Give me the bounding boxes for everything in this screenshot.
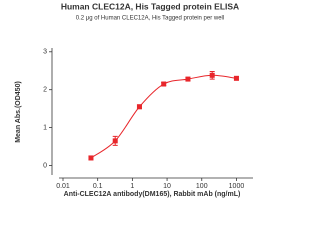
x-tick-label: 0.1: [93, 183, 103, 190]
chart: Human CLEC12A, His Tagged protein ELISA …: [15, 1, 253, 198]
data-point: [233, 75, 239, 81]
y-tick-label: 1: [43, 124, 47, 131]
y-tick-label: 0: [43, 162, 47, 169]
y-tick-label: 3: [43, 49, 47, 56]
y-axis-label: Mean Abs.(OD450): [15, 81, 22, 143]
data-point: [185, 76, 191, 82]
x-tick-label: 0.01: [56, 183, 70, 190]
x-tick-label: 100: [196, 183, 208, 190]
x-tick-label: 1000: [229, 183, 245, 190]
data-point: [209, 72, 215, 78]
data-point: [88, 155, 94, 161]
data-point: [161, 81, 167, 87]
chart-subtitle: 0.2 μg of Human CLEC12A, His Tagged prot…: [76, 16, 224, 22]
data-point: [112, 138, 118, 144]
data-point: [136, 104, 142, 110]
x-tick-label: 10: [163, 183, 171, 190]
x-axis-label: Anti-CLEC12A antibody(DM165), Rabbit mAb…: [64, 191, 241, 198]
x-tick-label: 1: [130, 183, 134, 190]
y-tick-label: 2: [43, 87, 47, 94]
chart-title: Human CLEC12A, His Tagged protein ELISA: [61, 1, 239, 11]
